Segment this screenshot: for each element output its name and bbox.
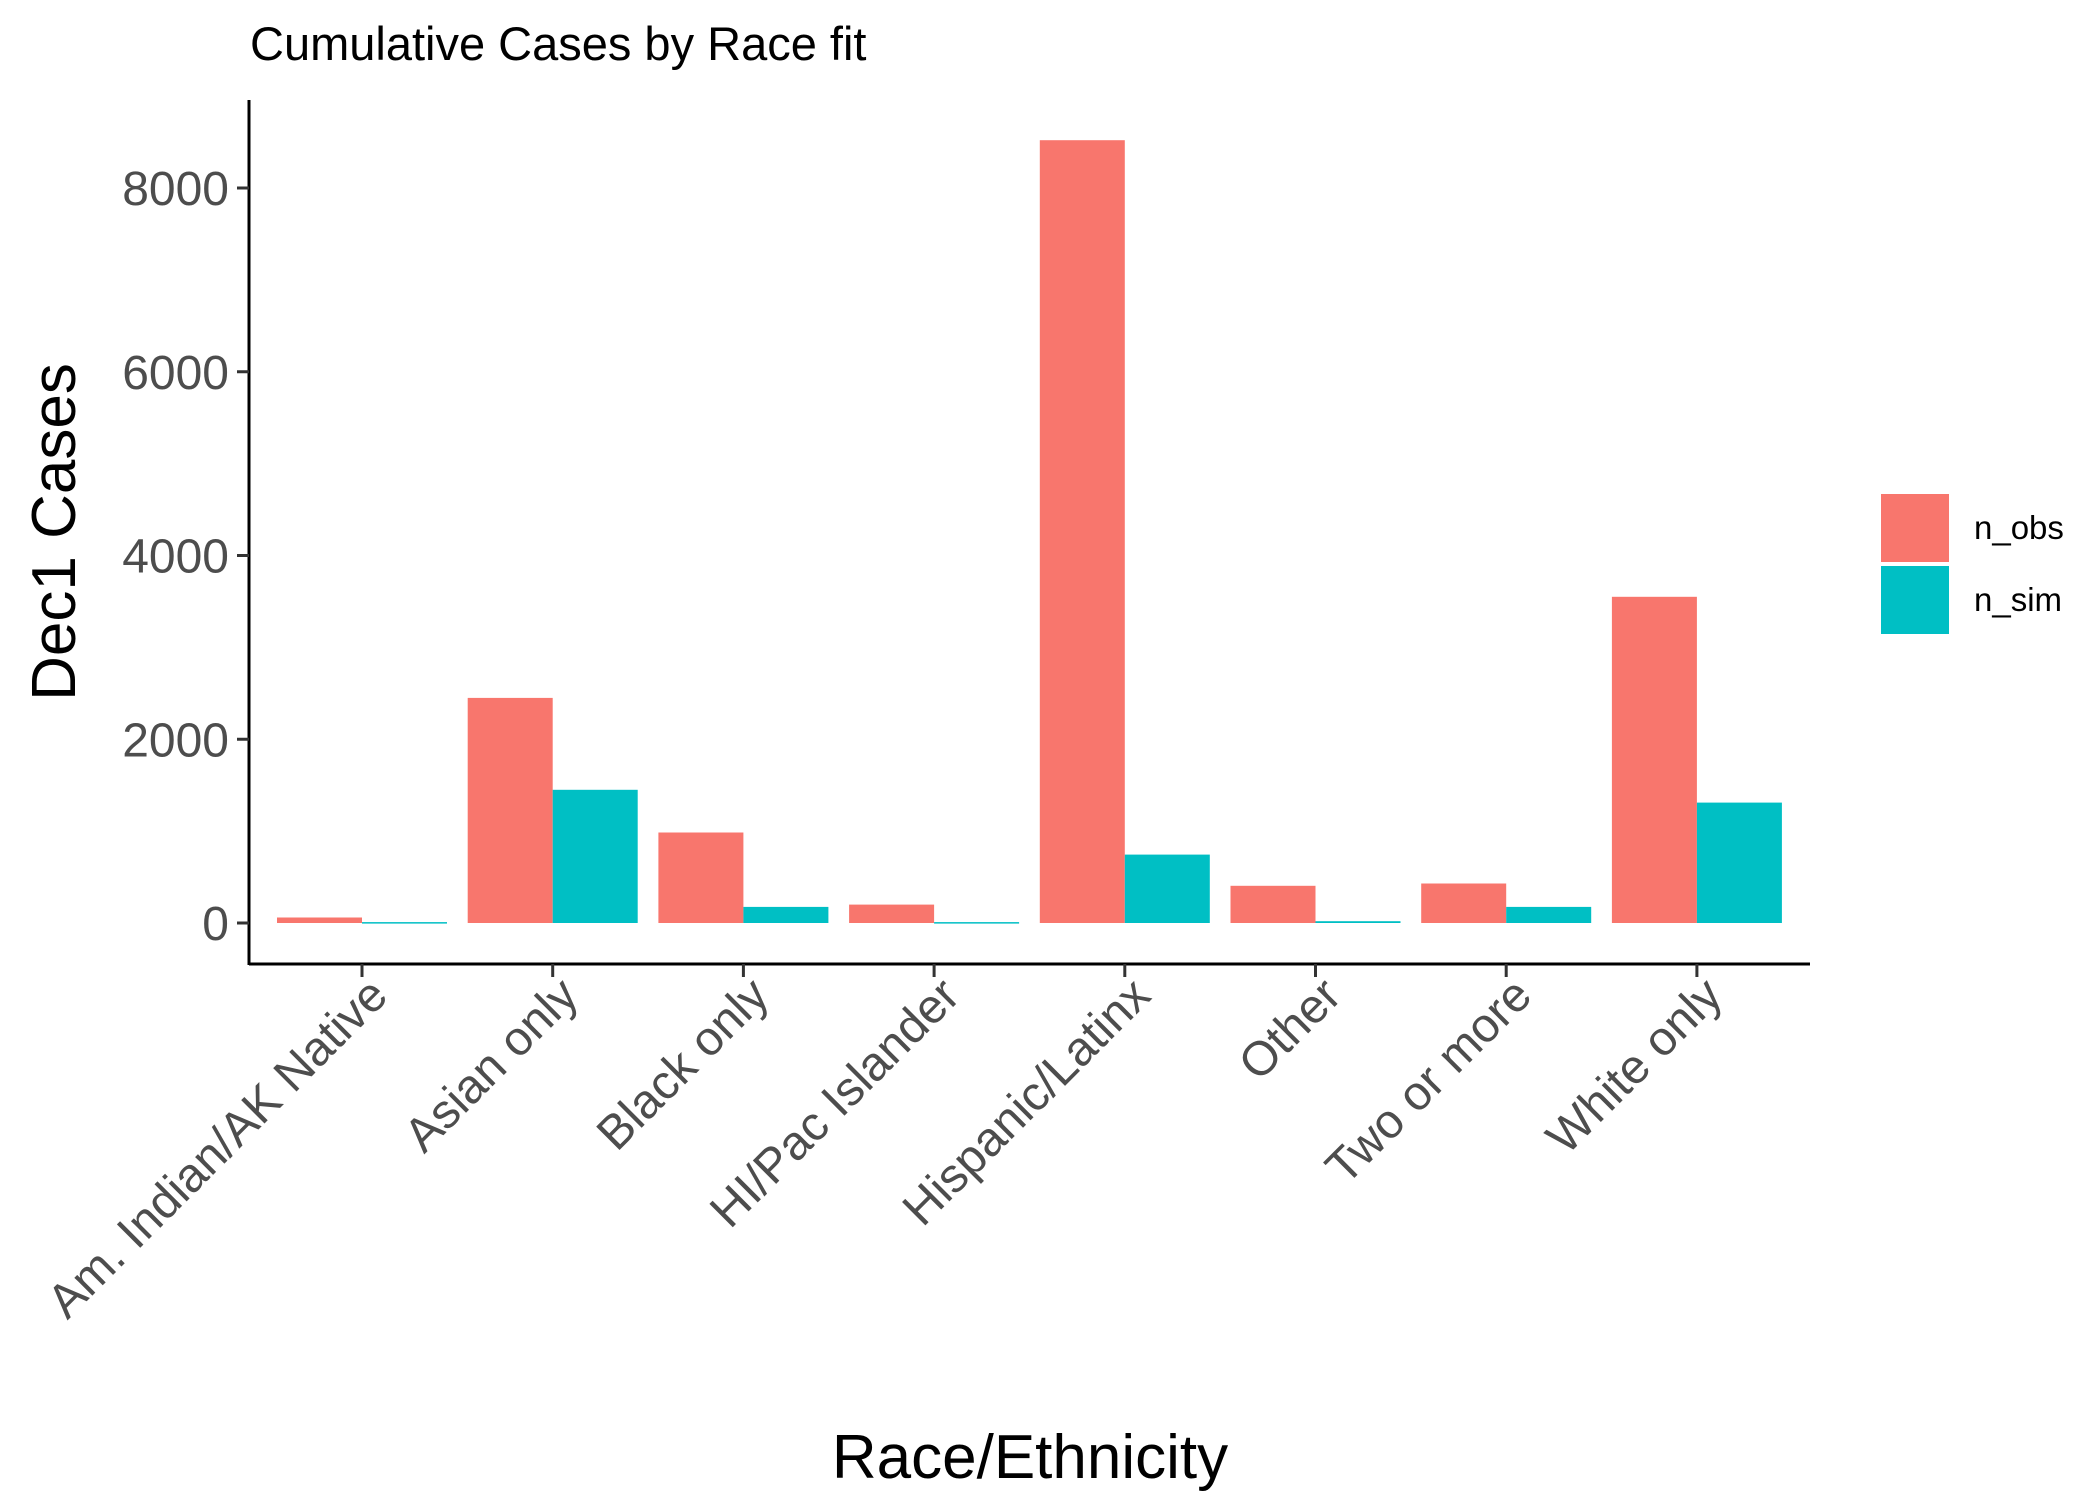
- x-tick-label: Asian only: [394, 968, 588, 1162]
- bar-n_sim-4: [934, 922, 1020, 924]
- y-axis-ticks: 0 2000 4000 6000 8000: [122, 163, 249, 951]
- y-tick-label: 4000: [122, 531, 229, 584]
- bar-n_sim-8: [1696, 802, 1782, 923]
- bar-n_sim-1: [362, 922, 447, 924]
- y-axis-title: Dec1 Cases: [20, 363, 89, 701]
- y-tick-label: 2000: [122, 714, 229, 767]
- x-tick-label: Two or more: [1316, 968, 1542, 1194]
- x-tick-label: Other: [1229, 968, 1351, 1090]
- bar-n_obs-1: [277, 917, 362, 923]
- legend-label-n_obs: n_obs: [1974, 509, 2064, 546]
- chart-title: Cumulative Cases by Race fit: [250, 17, 866, 70]
- bar-n_obs-7: [1421, 883, 1507, 923]
- legend-swatch-n_obs: [1881, 494, 1949, 562]
- legend-swatch-n_sim: [1881, 566, 1949, 634]
- bar-n_sim-3: [743, 906, 829, 923]
- bar-n_sim-2: [552, 789, 638, 923]
- bar-n_sim-7: [1506, 906, 1592, 923]
- bar-n_obs-6: [1230, 885, 1316, 923]
- y-tick-label: 8000: [122, 163, 229, 216]
- bar-n_obs-3: [658, 832, 744, 923]
- legend: n_obs n_sim: [1881, 494, 2064, 634]
- legend-label-n_sim: n_sim: [1974, 581, 2062, 618]
- bar-n_obs-8: [1611, 596, 1697, 923]
- bar-n_sim-6: [1315, 921, 1401, 923]
- x-tick-label: Black only: [587, 968, 779, 1160]
- bar-n_obs-4: [849, 904, 935, 923]
- x-tick-label: Am. Indian/AK Native: [38, 968, 398, 1328]
- x-axis-title: Race/Ethnicity: [832, 1423, 1228, 1492]
- y-tick-label: 6000: [122, 347, 229, 400]
- bar-n_obs-2: [467, 697, 553, 923]
- bar-n_sim-5: [1124, 854, 1210, 923]
- y-tick-label: 0: [202, 898, 229, 951]
- bar-n_obs-5: [1039, 140, 1125, 923]
- bars-layer: [277, 140, 1782, 924]
- x-tick-label: White only: [1537, 968, 1733, 1164]
